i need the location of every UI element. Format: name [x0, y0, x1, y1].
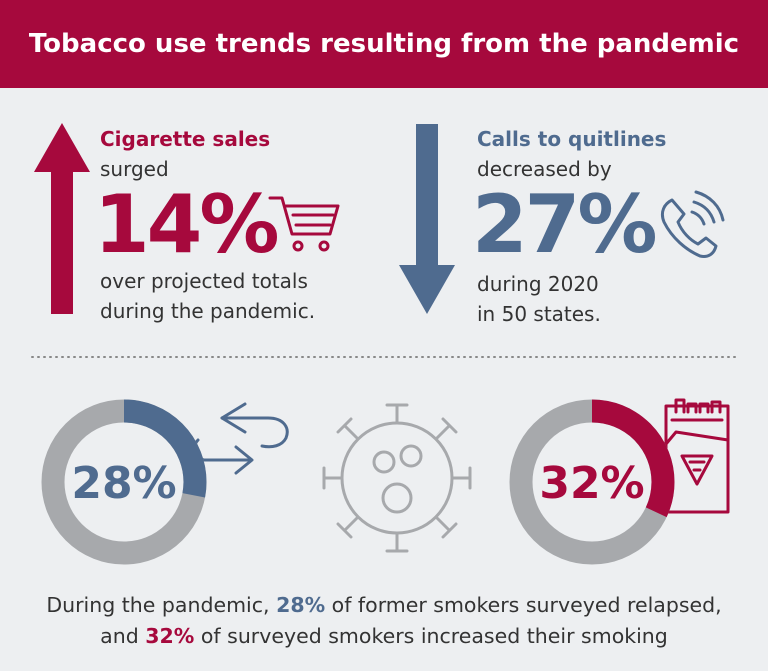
header-bar [0, 0, 768, 88]
footer: During the pandemic, 28% of former smoke… [46, 593, 721, 648]
quitlines-caption: in 50 states. [477, 302, 601, 326]
footer-text: of surveyed smokers increased their smok… [194, 624, 667, 648]
donut-label: 32% [539, 458, 644, 509]
cigarette-caption: during the pandemic. [100, 299, 315, 323]
cigarette-heading: Cigarette sales [100, 127, 270, 151]
footer-highlight: 28% [276, 593, 325, 617]
cigarette-verb: surged [100, 157, 169, 181]
footer-text: of former smokers surveyed relapsed, [325, 593, 722, 617]
cart-icon [268, 196, 340, 252]
relapse-arrows-icon [193, 402, 289, 475]
quitlines-stat: 27% [472, 178, 655, 271]
title: Tobacco use trends resulting from the pa… [29, 29, 739, 59]
footer-text: and [100, 624, 145, 648]
quitlines-verb: decreased by [477, 157, 612, 181]
donut-label: 28% [71, 458, 176, 509]
phone-icon [660, 190, 725, 258]
quitlines-heading: Calls to quitlines [477, 127, 666, 151]
donut-segment [41, 399, 207, 565]
footer-line: During the pandemic, 28% of former smoke… [46, 593, 721, 617]
donut-segment [509, 399, 675, 565]
footer-highlight: 32% [145, 624, 194, 648]
cigarette-stat: 14% [94, 178, 277, 271]
up-arrow [34, 123, 90, 314]
footer-text: During the pandemic, [46, 593, 276, 617]
footer-line: and 32% of surveyed smokers increased th… [100, 624, 668, 648]
quitlines-caption: during 2020 [477, 272, 599, 296]
virus-icon [322, 403, 472, 553]
down-arrow [399, 124, 455, 314]
cigarette-caption: over projected totals [100, 269, 308, 293]
